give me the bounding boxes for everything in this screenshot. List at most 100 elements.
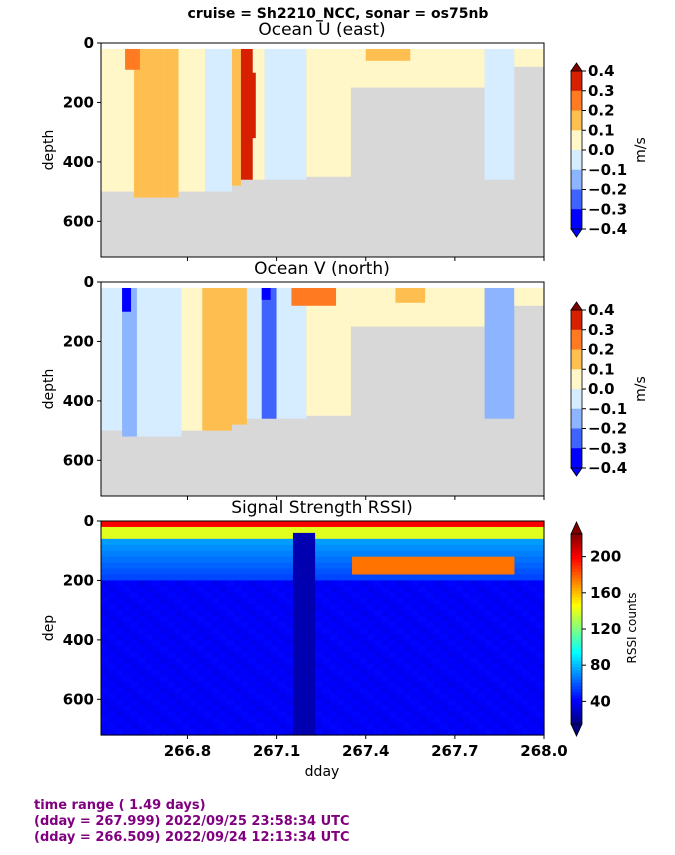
rssi-cell [115,717,124,724]
rssi-cell [285,622,294,629]
rssi-cell [130,521,139,528]
rssi-cell [241,639,250,647]
rssi-cell [425,633,434,641]
rssi-cell [211,556,220,564]
rssi-cell [182,681,191,689]
colorbar-segment [571,648,582,652]
rssi-cell [381,592,390,599]
rssi-cell [329,544,338,552]
rssi-cell [433,628,442,635]
rssi-cell [196,568,205,576]
rssi-cell [455,604,464,611]
rssi-cell [514,717,523,724]
rssi-cell [462,693,471,700]
rssi-cell [477,526,486,534]
rssi-cell [359,669,368,677]
rssi-cell [115,580,124,587]
rssi-cell [307,711,316,718]
rssi-cell [226,622,235,629]
rssi-cell [174,628,183,635]
rssi-cell [226,604,235,611]
velocity-band [181,287,203,431]
rssi-cell [174,568,183,576]
rssi-cell [403,616,412,623]
rssi-cell [270,610,279,617]
rssi-cell [233,586,242,593]
rssi-cell [226,628,235,635]
rssi-cell [263,639,272,647]
rssi-cell [219,651,228,659]
rssi-cell [322,711,331,718]
rssi-cell [329,526,338,534]
rssi-cell [440,544,449,552]
rssi-cell [196,639,205,647]
colorbar-segment [571,663,582,668]
rssi-cell [160,628,169,635]
rssi-cell [455,693,464,700]
colorbar-segment [571,597,582,601]
rssi-cell [529,622,538,629]
rssi-cell [374,687,383,694]
rssi-cell [529,675,538,683]
rssi-cell [411,616,420,623]
rssi-cell [285,639,294,647]
colorbar-segment [571,310,582,331]
rssi-cell [440,723,449,730]
rssi-cell [411,723,420,730]
rssi-cell [256,622,265,629]
rssi-cell [514,693,523,700]
rssi-cell [514,544,523,552]
rssi-cell [536,657,545,665]
rssi-cell [130,639,139,647]
rssi-cell [167,526,176,534]
rssi-cell [292,622,301,629]
x-axis-label: dday [305,764,340,780]
panel-title: Ocean U (east) [258,20,385,40]
rssi-cell [196,723,205,730]
x-tick-label: 267.1 [253,742,300,760]
rssi-cell [256,705,265,712]
x-axis-ticks [186,496,545,500]
rssi-cell [285,628,294,635]
rssi-cell [514,598,523,605]
rssi-cell [292,598,301,605]
rssi-cell [285,604,294,611]
rssi-cell [241,693,250,700]
rssi-cell [174,693,183,700]
rssi-cell [211,538,220,546]
rssi-cell [307,681,316,689]
rssi-cell [278,550,287,558]
rssi-cell [285,717,294,724]
rssi-cell [462,574,471,582]
rssi-cell [256,604,265,611]
rssi-cell [278,598,287,605]
colorbar-segment [571,110,582,131]
rssi-cell [145,580,154,587]
rssi-cell [470,544,479,552]
colorbar-label: m/s [633,137,649,163]
rssi-cell [256,675,265,683]
rssi-cell [211,693,220,700]
rssi-cell [448,651,456,659]
rssi-cell [211,628,220,635]
rssi-cell [189,657,198,665]
rssi-cell [433,651,442,659]
rssi-cell [484,717,493,724]
rssi-cell [411,669,420,677]
rssi-cell [374,628,383,635]
rssi-cell [388,616,397,623]
rssi-cell [484,622,493,629]
rssi-cell [344,574,353,582]
rssi-cell [196,711,205,718]
rssi-cell [344,639,353,647]
rssi-cell [263,628,272,635]
colorbar-segment [571,720,582,725]
rssi-cell [167,729,176,736]
rssi-cell [189,604,198,611]
rssi-cell [536,729,545,736]
rssi-cell [352,610,361,617]
rssi-cell [521,526,530,534]
rssi-cell [263,717,272,724]
rssi-cell [248,711,257,718]
colorbar-segment [571,629,582,633]
